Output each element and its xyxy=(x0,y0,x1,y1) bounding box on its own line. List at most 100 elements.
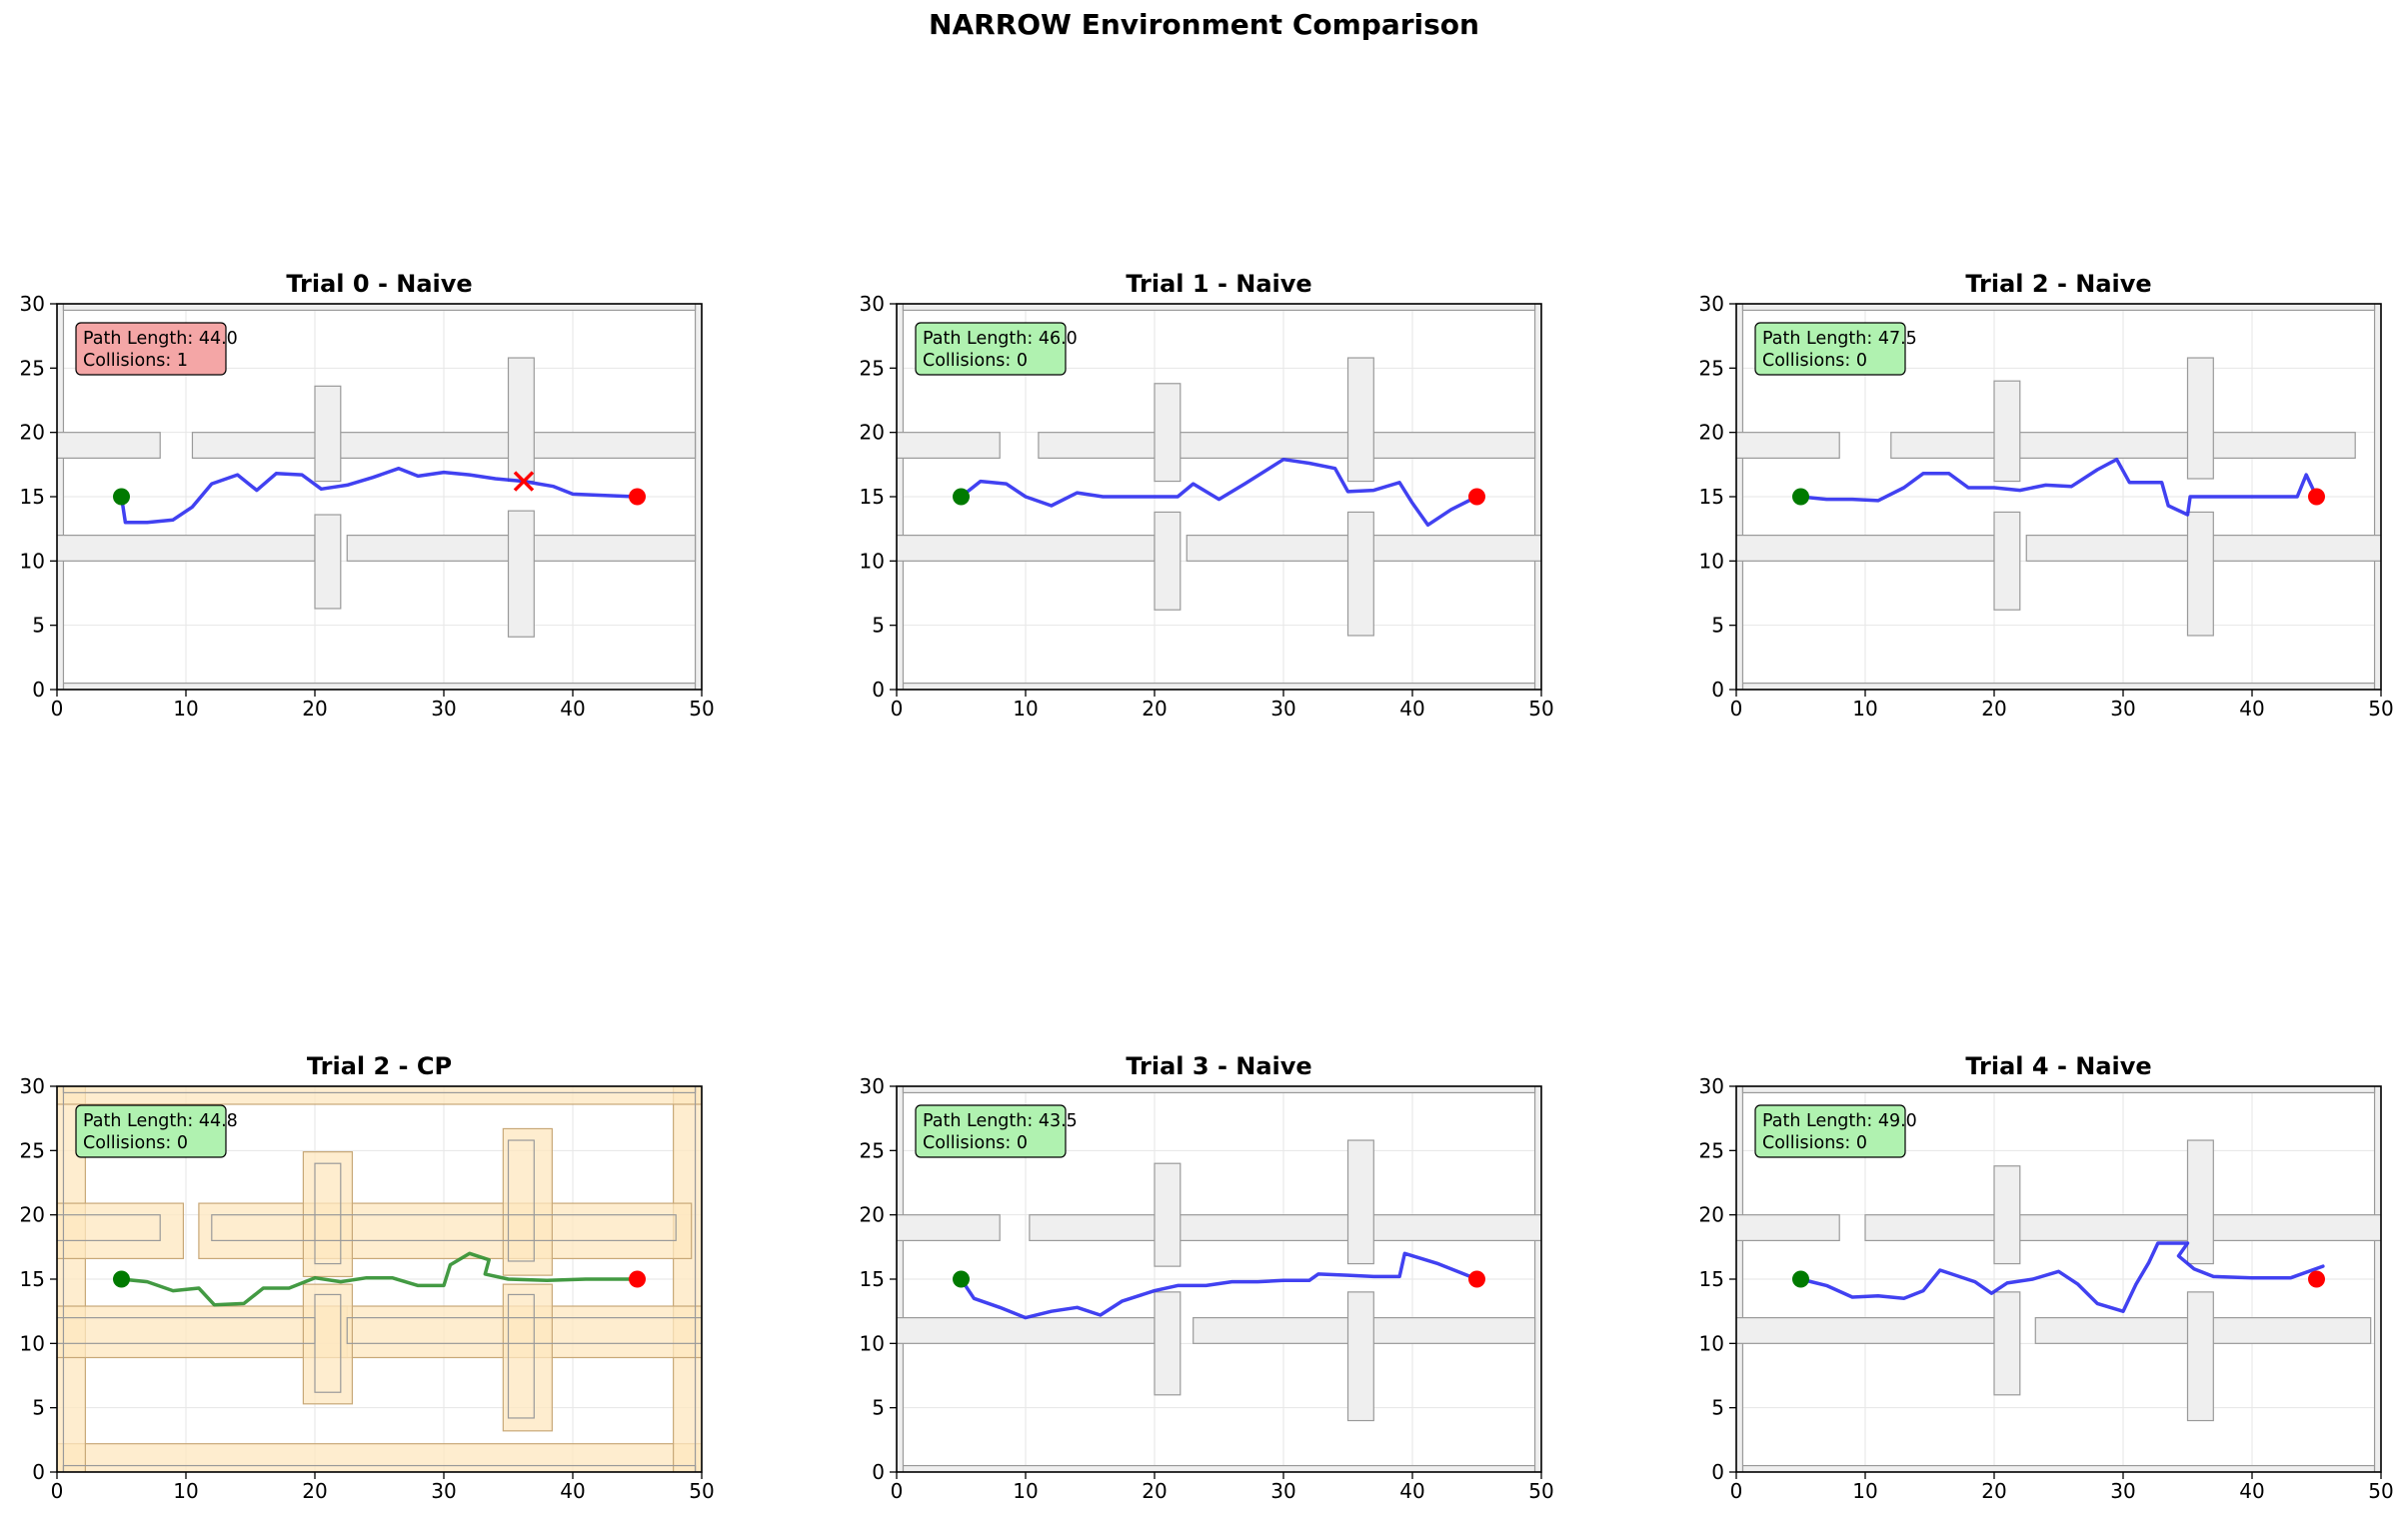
obstacle xyxy=(902,304,1536,312)
y-tick-label: 5 xyxy=(32,614,45,638)
obstacle xyxy=(1154,1291,1182,1396)
y-tick-label: 5 xyxy=(872,1396,885,1420)
obstacle xyxy=(314,1293,342,1393)
obstacle xyxy=(897,1214,1001,1241)
path-length-label: Path Length: 46.0 xyxy=(923,329,1078,349)
goal-marker xyxy=(2308,488,2325,506)
goal-marker xyxy=(1468,1270,1485,1288)
x-tick-label: 0 xyxy=(51,697,64,721)
obstacle xyxy=(1533,304,1541,690)
y-tick-label: 30 xyxy=(1699,1074,1724,1098)
start-marker xyxy=(1792,488,1809,506)
obstacle xyxy=(897,432,1001,459)
obstacle xyxy=(57,1086,65,1472)
safety-margin xyxy=(502,1127,553,1276)
x-tick-label: 0 xyxy=(891,1479,904,1503)
y-tick-label: 10 xyxy=(860,549,885,573)
obstacle xyxy=(191,432,697,459)
x-tick-label: 20 xyxy=(1142,697,1167,721)
naive-path-line xyxy=(1798,457,2319,517)
collisions-label: Collisions: 0 xyxy=(923,351,1028,371)
y-tick-label: 20 xyxy=(1699,1203,1724,1227)
collisions-label: Collisions: 0 xyxy=(923,1133,1028,1153)
y-tick-label: 15 xyxy=(860,1267,885,1291)
safety-margin xyxy=(502,1283,553,1432)
obstacle xyxy=(1346,1139,1374,1265)
obstacle xyxy=(2186,511,2214,637)
plot-content xyxy=(57,1086,702,1472)
x-tick-label: 0 xyxy=(51,1479,64,1503)
y-tick-label: 30 xyxy=(20,292,45,316)
info-box xyxy=(915,322,1067,376)
obstacle xyxy=(1736,304,1744,690)
safety-margin xyxy=(57,1443,702,1472)
obstacle xyxy=(2186,1139,2214,1265)
obstacle xyxy=(1038,432,1536,459)
y-tick-label: 25 xyxy=(20,1138,45,1162)
y-tick-label: 15 xyxy=(1699,1267,1724,1291)
cp-path-line xyxy=(119,1251,640,1307)
y-tick-label: 30 xyxy=(860,292,885,316)
collisions-label: Collisions: 1 xyxy=(83,351,188,371)
info-box xyxy=(915,1104,1067,1158)
obstacle xyxy=(902,1464,1536,1472)
x-tick-label: 30 xyxy=(1270,697,1295,721)
obstacle xyxy=(1864,1214,2381,1241)
x-tick-label: 10 xyxy=(1852,1479,1877,1503)
safety-margin xyxy=(673,1086,702,1472)
x-tick-label: 40 xyxy=(560,1479,585,1503)
obstacle xyxy=(1741,1086,2376,1094)
obstacle xyxy=(2373,1086,2381,1472)
obstacle xyxy=(507,1293,535,1419)
obstacle xyxy=(507,357,535,483)
x-tick-label: 50 xyxy=(1528,697,1553,721)
goal-marker xyxy=(629,488,646,506)
x-tick-label: 20 xyxy=(1981,697,2006,721)
info-box xyxy=(75,1104,227,1158)
obstacle xyxy=(694,304,702,690)
x-tick-label: 50 xyxy=(2368,697,2393,721)
x-tick-label: 20 xyxy=(302,697,327,721)
goal-marker xyxy=(629,1270,646,1288)
x-tick-label: 40 xyxy=(2239,1479,2264,1503)
y-tick-label: 20 xyxy=(20,1203,45,1227)
obstacle xyxy=(314,385,342,483)
path-length-label: Path Length: 49.0 xyxy=(1762,1111,1917,1131)
obstacle xyxy=(1741,1464,2376,1472)
x-tick-label: 50 xyxy=(1528,1479,1553,1503)
x-tick-label: 30 xyxy=(1270,1479,1295,1503)
y-tick-label: 25 xyxy=(20,356,45,380)
x-tick-label: 10 xyxy=(1013,1479,1038,1503)
start-marker xyxy=(953,488,970,506)
obstacle xyxy=(1736,534,1995,562)
y-tick-label: 10 xyxy=(20,1331,45,1355)
subplot-title: Trial 1 - Naive xyxy=(1126,270,1311,298)
y-tick-label: 15 xyxy=(1699,485,1724,509)
x-tick-label: 30 xyxy=(431,697,456,721)
safety-margin xyxy=(57,1202,185,1260)
obstacle xyxy=(2186,1291,2214,1422)
obstacle xyxy=(1346,1291,1374,1422)
x-tick-label: 50 xyxy=(2368,1479,2393,1503)
x-tick-label: 20 xyxy=(1142,1479,1167,1503)
y-tick-label: 20 xyxy=(1699,421,1724,445)
y-tick-label: 5 xyxy=(872,614,885,638)
obstacle xyxy=(1993,511,2021,611)
naive-path-line xyxy=(1798,1241,2325,1313)
obstacle xyxy=(897,1316,1156,1344)
obstacle xyxy=(1736,1214,1840,1241)
subplot-3: 0 10 20 30 40 50 0 5 10 15 20 25 30 Trial 2 - Naive Pa… xyxy=(1699,270,2394,721)
obstacle xyxy=(507,510,535,638)
obstacle xyxy=(1993,380,2021,483)
y-tick-label: 15 xyxy=(20,1267,45,1291)
subplot-6: 0 10 20 30 40 50 0 5 10 15 20 25 30 Trial 4 - Naive Pa… xyxy=(1699,1052,2394,1503)
obstacle xyxy=(1741,304,2376,312)
y-tick-label: 0 xyxy=(872,1460,885,1484)
collision-marker xyxy=(513,471,535,492)
y-tick-label: 30 xyxy=(860,1074,885,1098)
obstacle xyxy=(902,682,1536,690)
obstacle xyxy=(211,1214,677,1241)
collisions-label: Collisions: 0 xyxy=(1762,1133,1867,1153)
safety-margin xyxy=(302,1283,354,1405)
obstacle xyxy=(1533,1086,1541,1472)
